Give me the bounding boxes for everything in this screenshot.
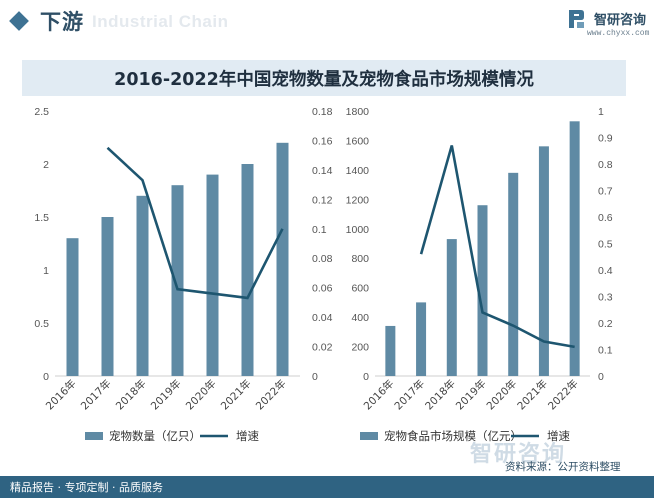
title-band: 2016-2022年中国宠物数量及宠物食品市场规模情况 — [22, 60, 626, 96]
legend-bar-swatch — [85, 432, 103, 440]
y-right-tick-label: 1 — [598, 106, 604, 118]
legend-line-label: 增速 — [547, 429, 570, 443]
growth-line — [419, 145, 575, 349]
x-tick-label: 2021年 — [218, 377, 254, 413]
legend-bar-label: 宠物数量（亿只） — [109, 429, 201, 443]
corner-watermark: 智研咨询 — [470, 442, 567, 467]
x-tick-label: 2019年 — [148, 377, 184, 413]
x-tick-label: 2020年 — [484, 377, 520, 413]
bar — [446, 239, 457, 376]
y-right-tick-label: 0 — [598, 371, 604, 383]
y-right-tick-label: 0.8 — [598, 159, 613, 171]
bar — [477, 205, 488, 376]
x-tick-label: 2017年 — [392, 377, 428, 413]
y-right-tick-label: 0.06 — [312, 283, 333, 295]
y-left-tick-label: 400 — [351, 312, 369, 324]
y-left-tick-label: 600 — [351, 283, 369, 295]
y-left-tick-label: 1000 — [346, 224, 370, 236]
y-right-tick-label: 0.16 — [312, 135, 333, 147]
bar — [241, 164, 254, 376]
y-left-tick-label: 1200 — [346, 194, 370, 206]
header: Industrial Chain 下游 智研咨询 www.chyxx.com — [0, 0, 654, 44]
bar — [508, 172, 519, 376]
y-right-tick-label: 0.04 — [312, 312, 333, 324]
x-tick-label: 2022年 — [545, 377, 581, 413]
x-tick-label: 2021年 — [515, 377, 551, 413]
x-tick-label: 2020年 — [183, 377, 219, 413]
legend-bar-label: 宠物食品市场规模（亿元） — [384, 429, 522, 443]
x-tick-label: 2017年 — [78, 377, 114, 413]
legend-line-label: 增速 — [236, 429, 259, 443]
y-left-tick-label: 1800 — [346, 106, 370, 118]
y-right-tick-label: 0.3 — [598, 292, 613, 304]
y-right-tick-label: 0.1 — [598, 345, 613, 357]
y-left-tick-label: 1400 — [346, 165, 370, 177]
y-right-tick-label: 0.18 — [312, 106, 333, 118]
y-right-tick-label: 0.14 — [312, 165, 333, 177]
y-left-tick-label: 1 — [43, 265, 49, 277]
bar — [66, 238, 79, 376]
bar — [171, 185, 184, 376]
y-right-tick-label: 0.08 — [312, 253, 333, 265]
legend-bar-swatch — [360, 432, 378, 440]
chart-title: 2016-2022年中国宠物数量及宠物食品市场规模情况 — [114, 70, 534, 90]
bar — [276, 142, 289, 376]
bar — [206, 174, 219, 376]
y-right-tick-label: 0.9 — [598, 133, 613, 145]
brand-logo-icon — [569, 10, 584, 28]
y-right-tick-label: 0.5 — [598, 239, 613, 251]
y-left-tick-label: 0 — [363, 371, 369, 383]
brand-name: 智研咨询 — [594, 13, 647, 28]
y-left-tick-label: 2.5 — [34, 106, 49, 118]
brand-url: www.chyxx.com — [587, 29, 650, 38]
bar — [136, 195, 149, 376]
x-tick-label: 2018年 — [422, 377, 458, 413]
x-tick-label: 2018年 — [113, 377, 149, 413]
y-left-tick-label: 1600 — [346, 135, 370, 147]
y-right-tick-label: 0.2 — [598, 318, 613, 330]
bar — [538, 146, 549, 376]
y-left-tick-label: 2 — [43, 159, 49, 171]
y-right-tick-label: 0.02 — [312, 342, 333, 354]
y-right-tick-label: 0.7 — [598, 186, 613, 198]
section-title: 下游 — [40, 10, 84, 34]
footer-bar: 精品报告 · 专项定制 · 品质服务 — [0, 476, 654, 498]
header-background-text: Industrial Chain — [92, 12, 229, 31]
y-left-tick-label: 0 — [43, 371, 49, 383]
x-tick-label: 2019年 — [453, 377, 489, 413]
y-right-tick-label: 0.12 — [312, 194, 333, 206]
y-left-tick-label: 1.5 — [34, 212, 49, 224]
y-left-tick-label: 200 — [351, 342, 369, 354]
y-right-tick-label: 0 — [312, 371, 318, 383]
bar — [569, 121, 580, 376]
x-tick-label: 2022年 — [253, 377, 289, 413]
y-left-tick-label: 0.5 — [34, 318, 49, 330]
charts-svg: 00.511.522.500.020.040.060.080.10.120.14… — [34, 106, 613, 443]
growth-line — [106, 146, 284, 300]
bar — [385, 325, 396, 376]
bar — [101, 217, 114, 376]
y-right-tick-label: 0.1 — [312, 224, 327, 236]
footer-tagline: 精品报告 · 专项定制 · 品质服务 — [10, 481, 163, 494]
y-left-tick-label: 800 — [351, 253, 369, 265]
y-right-tick-label: 0.4 — [598, 265, 613, 277]
y-right-tick-label: 0.6 — [598, 212, 613, 224]
source-note: 资料来源：公开资料整理 — [505, 461, 621, 473]
bar — [416, 302, 427, 376]
